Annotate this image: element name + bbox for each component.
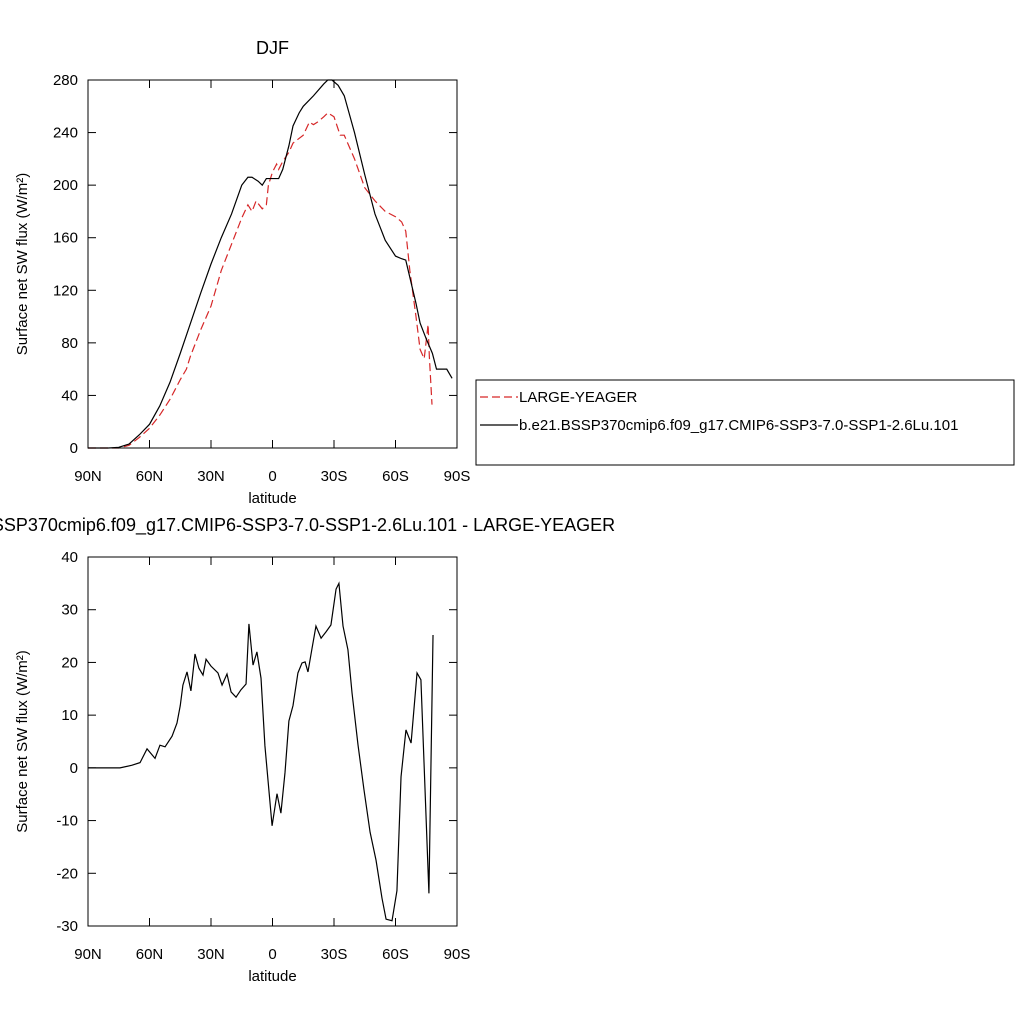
x-tick-label: 90S	[444, 468, 471, 485]
y-tick-label: -30	[56, 918, 78, 935]
x-tick-label: 60S	[382, 468, 409, 485]
x-tick-label: 30S	[321, 468, 348, 485]
y-tick-label: 200	[53, 177, 78, 194]
y-tick-label: 40	[61, 549, 78, 566]
x-tick-label: 90N	[74, 468, 102, 485]
y-tick-label: 40	[61, 387, 78, 404]
plot-frame	[87, 79, 458, 449]
y-tick-label: -20	[56, 865, 78, 882]
y-axis-label: Surface net SW flux (W/m²)	[14, 173, 31, 356]
legend-label: LARGE-YEAGER	[519, 389, 638, 406]
x-axis-label: latitude	[248, 490, 296, 507]
x-tick-label: 60N	[136, 946, 164, 963]
x-tick-label: 30N	[197, 946, 225, 963]
chart-title: DJF	[256, 38, 289, 58]
x-tick-label: 90S	[444, 946, 471, 963]
y-tick-label: 80	[61, 335, 78, 352]
y-tick-label: 240	[53, 125, 78, 142]
y-tick-label: 20	[61, 654, 78, 671]
x-tick-label: 30N	[197, 468, 225, 485]
plot-frame	[87, 556, 458, 927]
legend-label: b.e21.BSSP370cmip6.f09_g17.CMIP6-SSP3-7.…	[519, 417, 958, 434]
y-axis-label: Surface net SW flux (W/m²)	[14, 650, 31, 833]
x-tick-label: 0	[268, 468, 276, 485]
x-tick-label: 60S	[382, 946, 409, 963]
x-tick-label: 30S	[321, 946, 348, 963]
data-line	[88, 581, 434, 922]
x-tick-label: 0	[268, 946, 276, 963]
y-tick-label: 10	[61, 707, 78, 724]
data-line	[88, 79, 453, 449]
x-tick-label: 90N	[74, 946, 102, 963]
x-tick-label: 60N	[136, 468, 164, 485]
y-tick-label: 160	[53, 230, 78, 247]
chart-title: b.e21.BSSP370cmip6.f09_g17.CMIP6-SSP3-7.…	[0, 515, 615, 536]
legend-box	[475, 379, 1015, 466]
y-tick-label: 30	[61, 602, 78, 619]
data-line	[88, 112, 433, 449]
y-tick-label: 0	[70, 760, 78, 777]
x-axis-label: latitude	[248, 968, 296, 985]
y-tick-label: 0	[70, 440, 78, 457]
y-tick-label: 280	[53, 72, 78, 89]
y-tick-label: 120	[53, 282, 78, 299]
y-tick-label: -10	[56, 813, 78, 830]
